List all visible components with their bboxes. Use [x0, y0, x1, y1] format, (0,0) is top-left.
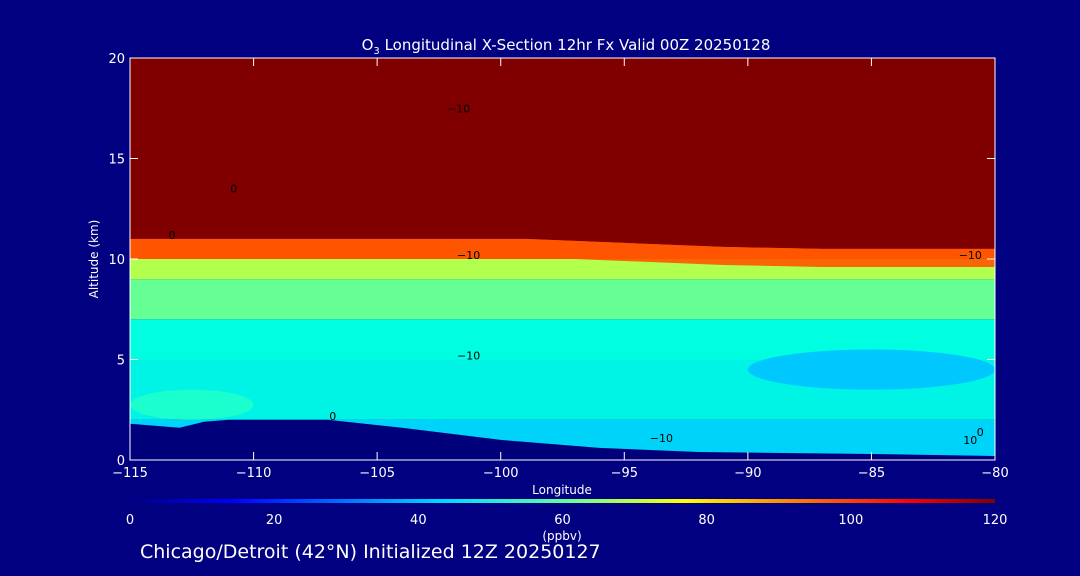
x-tick-label: −85: [858, 466, 885, 481]
ozone-anomaly-region: [747, 349, 995, 390]
contour-label: −10: [447, 102, 470, 115]
contour-label: −10: [457, 350, 480, 363]
plot-area: 0−100−10 −10−100−10 100: [130, 58, 995, 460]
ozone-layer: [130, 279, 995, 320]
colorbar-axis: 0 20 40 60 80 100 120: [126, 513, 1008, 528]
x-tick-label: −115: [112, 466, 148, 481]
tropopause-transition: [130, 238, 995, 267]
terrain-mask: [130, 419, 995, 460]
chart-title: O3 Longitudinal X-Section 12hr Fx Valid …: [362, 36, 771, 57]
colorbar-tick-label: 0: [126, 513, 134, 528]
y-tick-label: 5: [117, 354, 125, 369]
contour-label: 0: [329, 410, 336, 423]
x-tick-label: −105: [359, 466, 395, 481]
ozone-anomaly-region: [130, 389, 254, 420]
y-tick-label: 20: [108, 52, 125, 67]
contour-label: 0: [230, 183, 237, 196]
contour-label: −10: [650, 432, 673, 445]
stratosphere-region: [130, 58, 995, 249]
x-tick-label: −80: [981, 466, 1008, 481]
colorbar-tick-label: 80: [698, 513, 715, 528]
contour-label: −10: [959, 249, 982, 262]
x-tick-label: −100: [483, 466, 519, 481]
contour-label: −10: [457, 249, 480, 262]
colorbar: [130, 499, 995, 503]
x-axis: −115 −110 −105 −100 −95 −90 −85 −80: [112, 58, 1009, 481]
x-tick-label: −95: [611, 466, 638, 481]
colorbar-tick-label: 40: [410, 513, 427, 528]
x-tick-label: −90: [734, 466, 761, 481]
y-tick-label: 15: [108, 153, 125, 168]
x-tick-label: −110: [236, 466, 272, 481]
colorbar-tick-label: 60: [554, 513, 571, 528]
y-axis: 0 5 10 15 20: [108, 52, 995, 469]
y-tick-label: 0: [117, 454, 125, 469]
colorbar-tick-label: 120: [983, 513, 1008, 528]
colorbar-tick-label: 20: [266, 513, 283, 528]
colorbar-unit-label: (ppbv): [542, 529, 581, 543]
footer-caption: Chicago/Detroit (42°N) Initialized 12Z 2…: [140, 541, 601, 563]
contour-label: 10: [963, 434, 977, 447]
y-tick-label: 10: [108, 253, 125, 268]
y-axis-label: Altitude (km): [87, 220, 101, 299]
x-axis-label: Longitude: [532, 483, 592, 497]
contour-label: 0: [169, 229, 176, 242]
contour-label: 0: [977, 426, 984, 439]
colorbar-tick-label: 100: [838, 513, 863, 528]
